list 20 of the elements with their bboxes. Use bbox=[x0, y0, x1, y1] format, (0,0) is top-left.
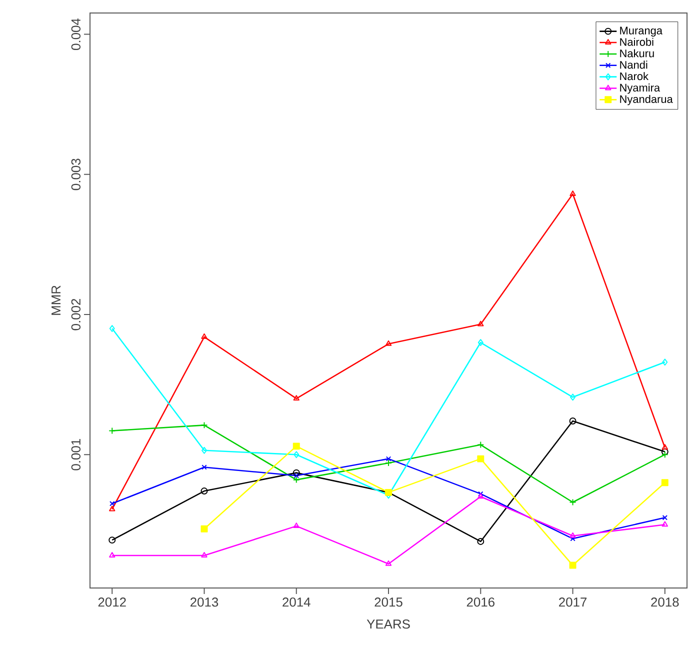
x-tick-label: 2017 bbox=[559, 598, 587, 607]
x-tick-label: 2013 bbox=[190, 598, 218, 607]
y-tick-label: 0.001 bbox=[71, 439, 80, 470]
legend-label: Narok bbox=[620, 72, 649, 80]
legend-label: Nyamira bbox=[620, 84, 660, 94]
x-tick-label: 2014 bbox=[282, 598, 310, 607]
legend-label: Nyandarua bbox=[620, 94, 673, 106]
y-tick-label: 0.004 bbox=[71, 18, 80, 50]
y-axis-title: MMR bbox=[52, 286, 60, 315]
x-tick-label: 2012 bbox=[98, 598, 126, 607]
y-tick-label: 0.003 bbox=[71, 158, 80, 190]
x-tick-label: 2016 bbox=[466, 598, 494, 607]
y-tick-label: 0.002 bbox=[71, 298, 80, 330]
x-axis-title: YEARS bbox=[366, 620, 410, 629]
legend-label: Nakuru bbox=[620, 49, 654, 58]
x-tick-label: 2015 bbox=[374, 598, 402, 607]
legend-label: Nandi bbox=[620, 60, 648, 69]
x-tick-label: 2018 bbox=[651, 598, 679, 607]
legend-label: Muranga bbox=[620, 26, 663, 37]
legend-label: Nairobi bbox=[620, 38, 654, 46]
